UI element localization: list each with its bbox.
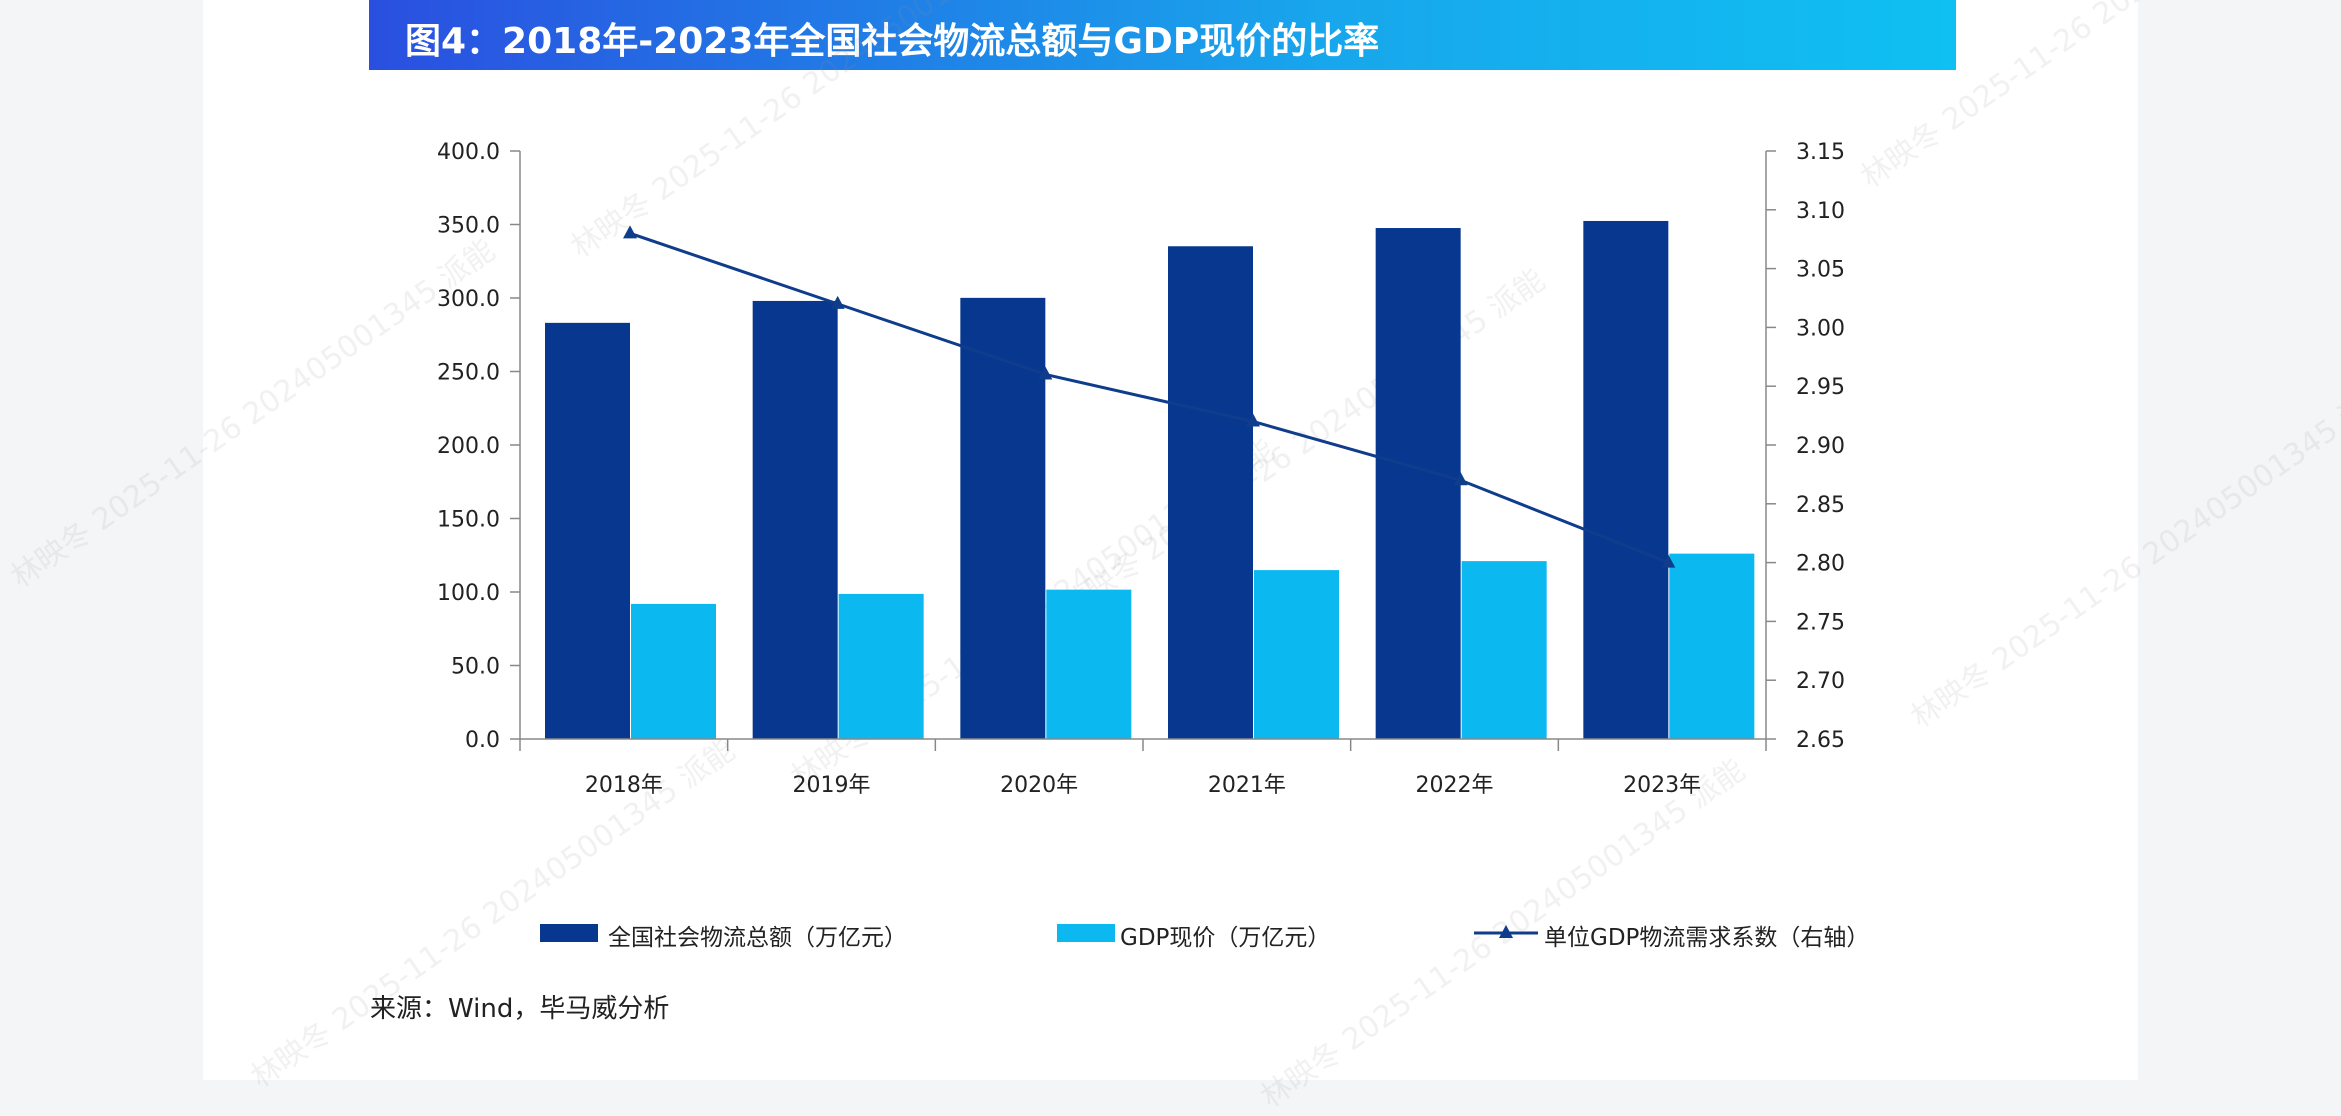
left-tick-label: 400.0 — [437, 140, 500, 165]
x-tick-label: 2020年 — [1000, 773, 1078, 798]
ratio-point-triangle — [1038, 366, 1053, 380]
legend-swatch-gdp — [1057, 924, 1115, 942]
right-tick-label: 3.10 — [1796, 199, 1845, 224]
right-tick-label: 3.15 — [1796, 140, 1845, 165]
total-logistics-bar — [1168, 246, 1253, 740]
right-tick-label: 3.00 — [1796, 316, 1845, 341]
ratio-line — [629, 231, 1669, 564]
legend-triangle-icon — [1499, 925, 1513, 938]
right-tick-label: 2.65 — [1796, 728, 1845, 753]
gdp-bar — [838, 593, 924, 739]
total-logistics-bar — [545, 322, 630, 739]
right-tick-label: 2.85 — [1796, 493, 1845, 518]
gdp-bar — [1254, 570, 1339, 739]
right-tick-label: 2.80 — [1796, 552, 1845, 577]
figure-title-bar: 图4：2018年-2023年全国社会物流总额与GDP现价的比率 — [369, 0, 1956, 70]
x-tick-label: 2018年 — [585, 773, 663, 798]
left-tick-label: 200.0 — [437, 434, 500, 459]
right-tick-label: 2.90 — [1796, 434, 1845, 459]
left-tick-label: 350.0 — [437, 214, 500, 239]
source-note: 来源：Wind，毕马威分析 — [370, 994, 670, 1024]
chart: 2018年 2019年 2020年 2021年 2022年 2023年 0.0 50.0 100… — [437, 140, 1845, 942]
right-tick-label: 3.05 — [1796, 258, 1845, 283]
left-tick-label: 0.0 — [465, 728, 500, 753]
gdp-bar — [1461, 561, 1547, 739]
gdp-bar — [1046, 589, 1132, 739]
gdp-bar — [631, 603, 716, 739]
legend-label-ratio: 单位GDP物流需求系数（右轴） — [1544, 925, 1870, 951]
x-tick-label: 2021年 — [1208, 773, 1286, 798]
ratio-point-triangle — [1661, 554, 1676, 568]
x-tick-label: 2019年 — [793, 773, 871, 798]
right-tick-label: 2.70 — [1796, 669, 1845, 694]
right-tick-label: 2.75 — [1796, 610, 1845, 635]
gdp-bar — [1669, 553, 1755, 739]
total-logistics-bar — [1375, 228, 1461, 739]
left-tick-label: 300.0 — [437, 287, 500, 312]
left-tick-label: 150.0 — [437, 508, 500, 533]
x-tick-label: 2023年 — [1623, 773, 1701, 798]
right-tick-label: 2.95 — [1796, 375, 1845, 400]
left-tick-label: 250.0 — [437, 361, 500, 386]
ratio-point-triangle — [830, 295, 845, 309]
total-logistics-bar — [960, 297, 1046, 739]
ratio-point-triangle — [1453, 472, 1468, 486]
left-tick-label: 50.0 — [451, 655, 500, 680]
left-tick-label: 100.0 — [437, 581, 500, 606]
ratio-point-triangle — [1246, 413, 1260, 427]
legend-label-total: 全国社会物流总额（万亿元） — [608, 925, 907, 951]
x-tick-label: 2022年 — [1416, 773, 1494, 798]
figure-title: 图4：2018年-2023年全国社会物流总额与GDP现价的比率 — [405, 21, 1380, 62]
ratio-point-triangle — [623, 225, 637, 239]
total-logistics-bar — [1583, 220, 1669, 740]
legend-swatch-total — [540, 924, 598, 942]
legend-label-gdp: GDP现价（万亿元） — [1120, 925, 1331, 951]
total-logistics-bar — [752, 300, 838, 739]
